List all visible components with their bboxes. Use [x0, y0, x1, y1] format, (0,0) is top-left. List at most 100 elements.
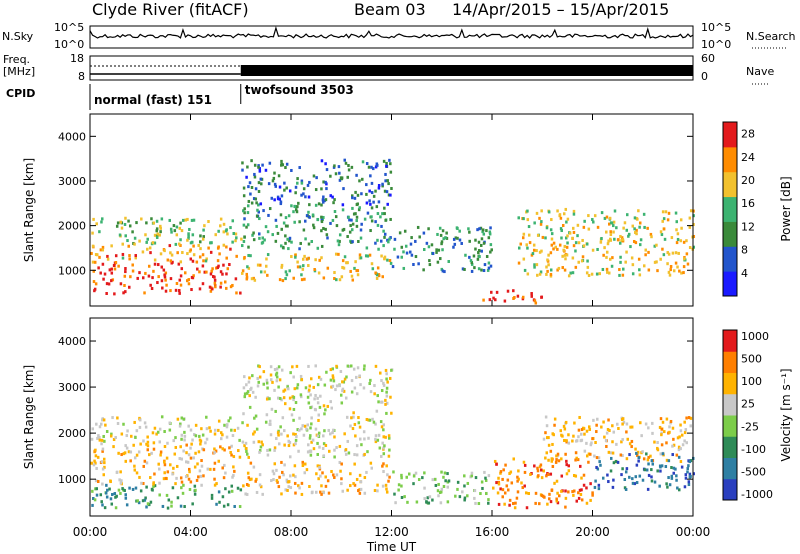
data-cell [93, 260, 97, 264]
data-cell [171, 472, 174, 476]
data-cell [380, 454, 383, 458]
data-cell [370, 206, 374, 210]
data-cell [545, 474, 548, 478]
data-cell [532, 248, 536, 252]
x-tick-label: 08:00 [274, 525, 309, 539]
data-cell [326, 266, 330, 270]
data-cell [287, 247, 290, 251]
data-cell [318, 445, 321, 449]
data-cell [582, 483, 586, 487]
data-cell [293, 464, 297, 468]
data-cell [655, 260, 658, 264]
data-cell [598, 460, 601, 464]
data-cell [322, 200, 325, 204]
data-cell [422, 268, 425, 272]
data-cell [242, 209, 245, 213]
data-cell [197, 475, 200, 479]
data-cell [385, 161, 388, 165]
data-cell [146, 440, 150, 444]
data-cell [683, 420, 686, 424]
data-cell [133, 236, 137, 240]
data-cell [304, 237, 307, 241]
data-cell [163, 249, 166, 253]
data-cell [138, 416, 141, 420]
data-cell [628, 442, 632, 446]
data-cell [680, 226, 683, 230]
data-cell [213, 451, 216, 455]
data-cell [259, 445, 263, 449]
data-cell [144, 496, 147, 500]
data-cell [444, 236, 447, 240]
data-cell [214, 233, 217, 237]
data-cell [583, 432, 586, 436]
data-cell [92, 463, 96, 467]
data-cell [180, 267, 184, 271]
data-cell [205, 270, 208, 274]
data-cell [158, 427, 162, 431]
data-cell [250, 477, 253, 481]
data-cell [335, 278, 338, 282]
data-cell [383, 232, 387, 236]
data-cell [374, 434, 378, 438]
data-cell [552, 433, 555, 437]
data-cell [360, 443, 363, 447]
data-cell [293, 481, 297, 485]
data-cell [597, 487, 601, 491]
data-cell [641, 450, 644, 454]
data-cell [563, 427, 567, 431]
data-cell [346, 261, 349, 265]
data-cell [655, 243, 658, 247]
data-cell [110, 502, 114, 506]
data-cell [243, 392, 247, 396]
data-cell [183, 271, 187, 275]
data-cell [306, 183, 310, 187]
data-cell [294, 401, 298, 405]
data-cell [540, 249, 543, 253]
data-cell [644, 253, 647, 257]
data-cell [564, 452, 567, 456]
data-cell [351, 194, 354, 198]
data-cell [384, 179, 387, 183]
data-cell [204, 441, 207, 445]
data-cell [268, 397, 271, 401]
data-cell [304, 386, 308, 390]
data-cell [159, 224, 162, 228]
data-cell [536, 469, 540, 473]
data-cell [180, 437, 183, 441]
data-cell [572, 209, 576, 213]
data-cell [621, 273, 625, 277]
data-cell [400, 473, 403, 477]
data-cell [643, 225, 646, 229]
data-cell [138, 418, 142, 422]
data-cell [315, 176, 318, 180]
data-cell [387, 193, 391, 197]
data-cell [261, 236, 264, 240]
data-cell [400, 495, 404, 499]
data-cell [539, 222, 543, 226]
data-cell [233, 469, 236, 473]
data-cell [169, 463, 172, 467]
x-tick-label: 00:00 [73, 525, 108, 539]
data-cell [683, 431, 687, 435]
data-cell [219, 431, 223, 435]
data-cell [94, 479, 98, 483]
data-cell [321, 198, 325, 202]
data-cell [326, 236, 329, 240]
data-cell [667, 476, 670, 480]
data-cell [617, 426, 620, 430]
data-cell [642, 457, 646, 461]
data-cell [594, 479, 597, 483]
data-cell [684, 476, 688, 480]
data-cell [330, 469, 333, 473]
data-cell [676, 486, 679, 490]
data-cell [361, 160, 365, 164]
data-cell [477, 240, 481, 244]
data-cell [278, 278, 282, 282]
data-cell [435, 248, 438, 252]
data-cell [236, 426, 240, 430]
data-cell [117, 264, 120, 268]
data-cell [281, 470, 284, 474]
data-cell [530, 253, 534, 257]
data-cell [284, 234, 287, 238]
data-cell [178, 457, 182, 461]
